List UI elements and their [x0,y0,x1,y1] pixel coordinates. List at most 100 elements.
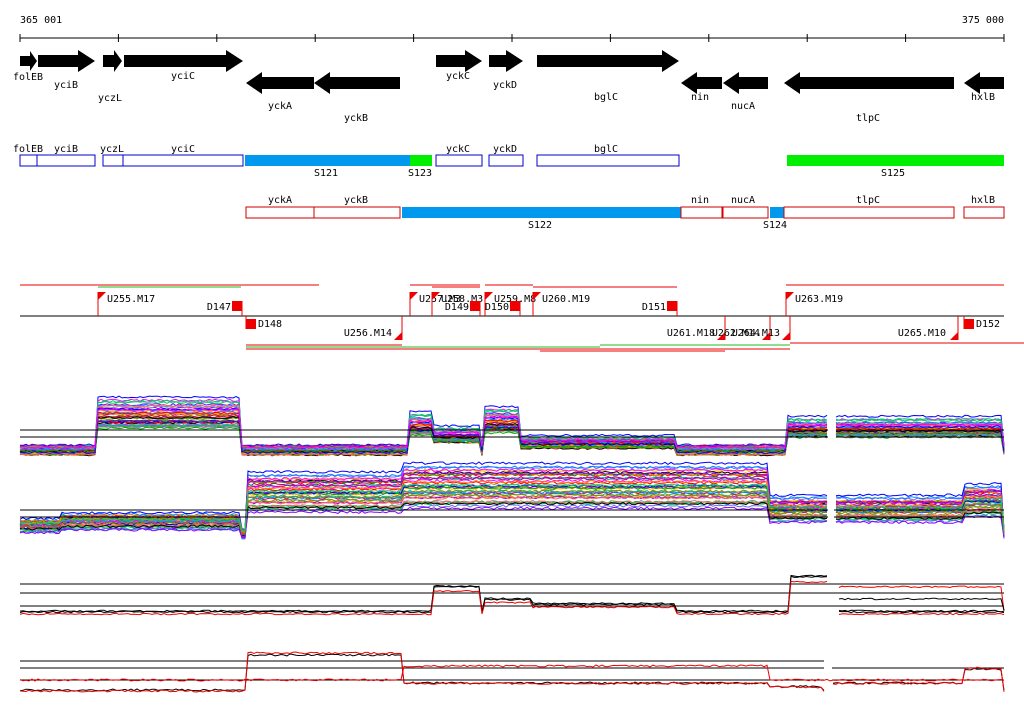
upshift-label: U259.M8 [494,294,536,305]
gene-arrow-hxlB[interactable] [964,72,1004,94]
downshift-label: D150 [485,302,509,313]
plus-box-yciC[interactable] [122,154,244,167]
plus-box-bglC[interactable] [536,154,680,167]
gene-arrow-yckB[interactable] [314,72,400,94]
minus-strand-track: yckA yckB nin nucA tlpC hxlB S122 S124 [245,195,1005,231]
upshift-label: U261.M18 [667,328,715,339]
expression-trace [19,479,1005,538]
ruler-start-label: 365 001 [20,15,62,26]
minus-box-tlpC[interactable] [783,206,955,219]
upshift-label: U265.M10 [898,328,946,339]
gene-label-hxlB: hxlB [971,92,995,103]
upshift-label: U256.M14 [344,328,392,339]
expression-trace [19,580,1005,616]
upshift-U256.M14[interactable]: U256.M14 [344,316,403,340]
gene-arrow-bglC[interactable] [537,50,679,72]
expression-trace [19,465,1005,534]
gene-arrow-nucA[interactable] [723,72,768,94]
gene-arrow-yckA[interactable] [246,72,314,94]
plus-box-label-yckC: yckC [446,144,470,155]
plus-strand-track: folEB yciB yczL yciC yckC yckD bglC S121… [13,144,1004,179]
minus-box-nucA[interactable] [722,206,769,219]
upshift-label: U263.M19 [795,294,843,305]
gene-label-yczL: yczL [98,93,122,104]
expression-trace [19,408,1005,450]
upshift-U262.M14[interactable]: U262.M14 [712,316,771,340]
plus-box-yckD[interactable] [488,154,524,167]
upshift-U263.M19[interactable]: U263.M19 [785,292,843,316]
gene-label-nucA: nucA [731,101,755,112]
upshift-U259.M8[interactable]: U259.M8 [484,292,536,316]
upshift-U264.M13[interactable]: U264.M13 [732,316,791,340]
minus-box-label-nucA: nucA [731,195,755,206]
expression-trace [19,575,1005,614]
expression-trace [19,484,1005,538]
gene-arrow-yczL[interactable] [103,50,122,72]
downshift-D152[interactable]: D152 [963,316,1000,330]
gene-arrow-yckD[interactable] [489,50,523,72]
downshift-D151[interactable]: D151 [642,301,678,316]
segment-label-S123: S123 [408,168,432,179]
gene-arrow-tlpC[interactable] [784,72,954,94]
gene-label-yckA: yckA [268,101,292,112]
gene-arrow-yckC[interactable] [436,50,482,72]
gene-label-yckB: yckB [344,113,368,124]
segment-S125[interactable] [787,155,1004,166]
downshift-D150[interactable]: D150 [485,301,521,316]
expression-trace [19,395,1005,447]
downshift-label: D151 [642,302,666,313]
upshift-U265.M10[interactable]: U265.M10 [898,316,959,340]
upshift-U257.M3[interactable]: U257.M3 [409,292,461,316]
minus-box-yckA[interactable] [245,206,315,219]
gene-label-yckC: yckC [446,71,470,82]
gene-label-tlpC: tlpC [856,113,880,124]
upshift-U260.M19[interactable]: U260.M19 [532,292,590,316]
minus-box-hxlB[interactable] [963,206,1005,219]
minus-box-label-tlpC: tlpC [856,195,880,206]
expression-trace [19,424,1005,450]
minus-box-yckB[interactable] [313,206,401,219]
downshift-D147[interactable]: D147 [207,301,243,316]
segment-S122[interactable] [402,207,681,218]
segment-S121[interactable] [245,155,410,166]
minus-box-nin[interactable] [680,206,723,219]
downshift-D149[interactable]: D149 [445,301,481,316]
gene-arrow-yciB[interactable] [38,50,95,72]
upshift-U258.M3[interactable]: U258.M3 [431,292,483,316]
segment-S123[interactable] [410,155,432,166]
expression-trace [19,461,1005,531]
gene-arrow-yciC[interactable] [124,50,243,72]
plus-box-yciB[interactable] [36,154,96,167]
expression-trace [19,489,1005,535]
segment-label-S124: S124 [763,220,787,231]
downshift-label: D147 [207,302,231,313]
upshift-U255.M17[interactable]: U255.M17 [97,292,155,316]
gene-arrow-folEB[interactable] [20,51,37,71]
expression-trace [19,400,1005,450]
gene-label-yciB: yciB [54,80,78,91]
segment-S124[interactable] [770,207,784,218]
plus-box-label-yciB: yciB [54,144,78,155]
plus-box-yczL[interactable] [102,154,124,167]
expression-profiles [19,395,1005,693]
gene-label-nin: nin [691,92,709,103]
gene-label-yciC: yciC [171,71,195,82]
upshift-U261.M18[interactable]: U261.M18 [667,316,726,340]
upshift-label: U260.M19 [542,294,590,305]
plus-box-label-folEB: folEB [13,144,43,155]
gene-arrow-nin[interactable] [681,72,722,94]
plus-box-label-yczL: yczL [100,144,124,155]
downshift-D148[interactable]: D148 [245,316,282,330]
coordinate-ruler: 365 001 375 000 [19,15,1005,42]
plus-box-label-yckD: yckD [493,144,517,155]
downshift-label: D148 [258,319,282,330]
gene-label-bglC: bglC [594,92,618,103]
plus-box-yckC[interactable] [435,154,483,167]
upshift-label: U255.M17 [107,294,155,305]
downshift-label: D152 [976,319,1000,330]
plus-box-folEB[interactable] [19,154,38,167]
expression-trace [19,479,1005,534]
expression-trace [838,585,1005,612]
ruler-end-label: 375 000 [962,15,1004,26]
